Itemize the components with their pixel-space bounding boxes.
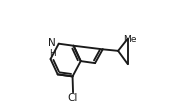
Text: Me: Me [123, 36, 137, 45]
Text: H: H [50, 49, 56, 58]
Text: N: N [48, 38, 56, 48]
Text: Cl: Cl [68, 93, 78, 103]
